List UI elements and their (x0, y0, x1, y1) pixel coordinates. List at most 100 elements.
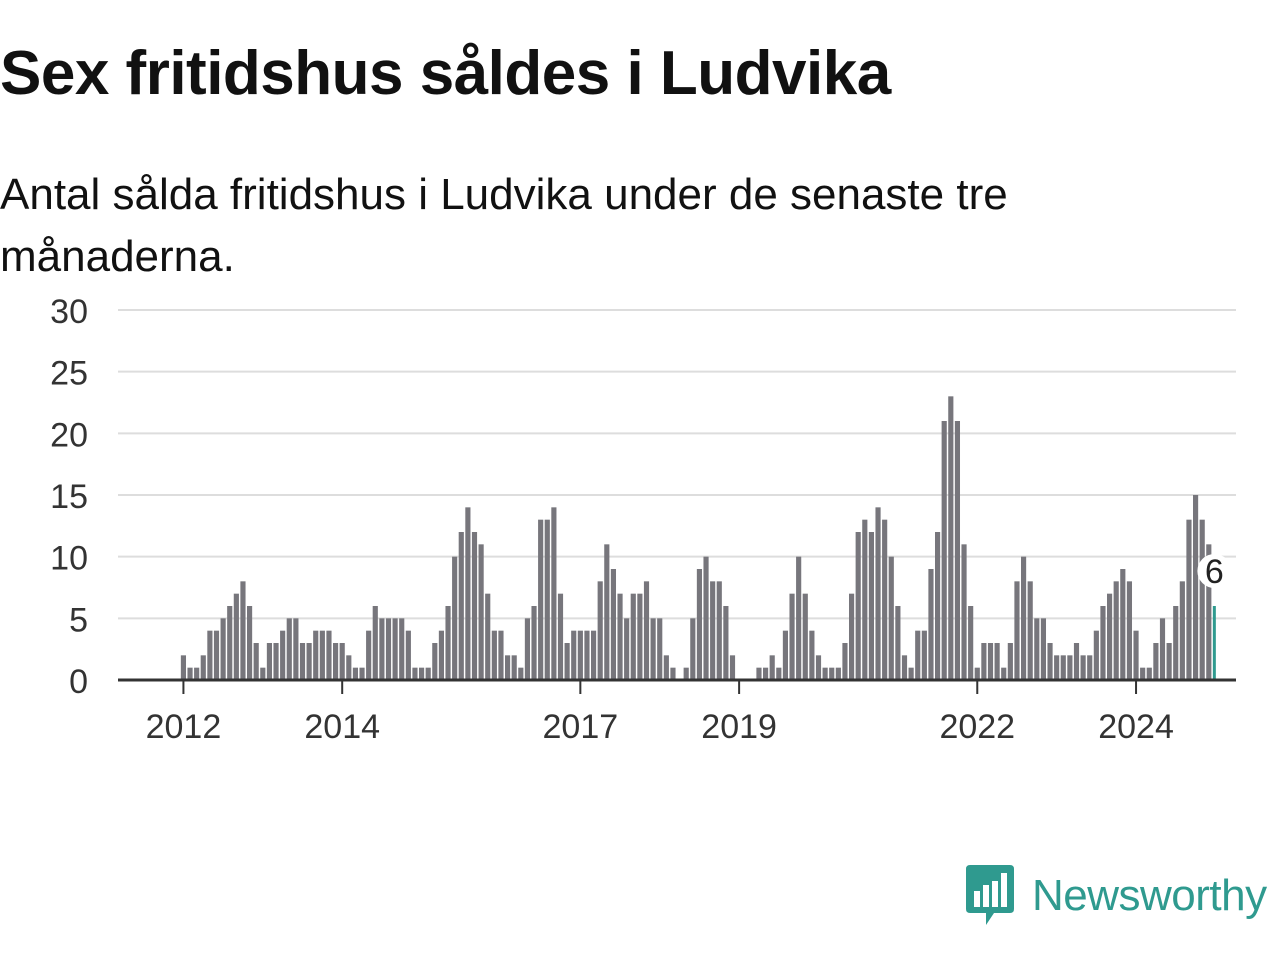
bar (941, 421, 947, 680)
bar (385, 618, 392, 680)
bar (260, 667, 266, 680)
bar (901, 655, 908, 680)
bar (366, 630, 372, 680)
bar (432, 643, 438, 680)
bar (180, 655, 187, 680)
bar (597, 581, 603, 680)
bar (577, 630, 583, 680)
bar (266, 643, 273, 680)
bar (392, 618, 398, 680)
bar (452, 556, 458, 680)
bar (425, 667, 431, 680)
newsworthy-logo-icon (966, 865, 1014, 925)
bar (505, 655, 511, 680)
bar (624, 618, 630, 680)
bar (921, 630, 927, 680)
bar (796, 556, 802, 680)
bar (359, 667, 365, 680)
bar (485, 593, 491, 680)
bar (326, 630, 332, 680)
bar (650, 618, 656, 680)
bar (954, 421, 961, 680)
bar (213, 630, 220, 680)
bar (604, 544, 610, 680)
bar (610, 569, 617, 680)
bar (829, 667, 835, 680)
bar (915, 630, 921, 680)
bar (491, 630, 497, 680)
bar (399, 618, 405, 680)
bar (1153, 643, 1159, 680)
bar (974, 667, 980, 680)
bar (968, 606, 974, 680)
bar (690, 618, 696, 680)
bar (769, 655, 775, 680)
bar (822, 667, 828, 680)
bar (849, 593, 855, 680)
bar (1166, 643, 1172, 680)
bar (1073, 643, 1080, 680)
bar (333, 643, 339, 680)
bar (372, 606, 378, 680)
bar (293, 618, 299, 680)
bar (882, 519, 888, 680)
bar (518, 667, 524, 680)
bar (1047, 643, 1053, 680)
bar (346, 655, 352, 680)
bar (478, 544, 484, 680)
bar (1186, 519, 1192, 680)
bar (405, 630, 411, 680)
bar (445, 606, 451, 680)
bar (875, 507, 881, 680)
y-tick-label: 25 (50, 355, 88, 393)
bar (756, 667, 762, 680)
x-tick-label: 2012 (146, 708, 222, 740)
bar (419, 667, 425, 680)
bar (1120, 569, 1126, 680)
bar (1060, 655, 1066, 680)
bar (471, 532, 478, 680)
y-tick-label: 20 (50, 416, 88, 454)
y-tick-label: 10 (50, 540, 88, 578)
bar (868, 532, 875, 680)
bar (299, 643, 306, 680)
data-label: 6 (1205, 553, 1224, 591)
bar (1133, 630, 1139, 680)
bar (617, 593, 623, 680)
bar (194, 667, 200, 680)
bar (564, 643, 570, 680)
data-label-bg (1197, 554, 1232, 588)
y-tick-label: 5 (69, 601, 88, 639)
bar (888, 556, 894, 680)
bar (319, 630, 325, 680)
bar (207, 630, 213, 680)
bar (1173, 606, 1179, 680)
bar (465, 507, 471, 680)
bar (511, 655, 517, 680)
bar (1193, 495, 1199, 680)
bar (663, 655, 669, 680)
x-tick-label: 2024 (1098, 708, 1174, 740)
bar (961, 544, 967, 680)
bar (286, 618, 292, 680)
bar (862, 519, 868, 680)
bar (994, 643, 1000, 680)
bar (802, 593, 808, 680)
bar (240, 581, 246, 680)
bar (220, 618, 226, 680)
bar (531, 606, 537, 680)
bar (696, 569, 703, 680)
bar (280, 630, 286, 680)
bar (895, 606, 901, 680)
bar (1014, 581, 1020, 680)
highlight-bar (1212, 606, 1216, 680)
bar (200, 655, 206, 680)
bar (981, 643, 987, 680)
bar (643, 581, 650, 680)
bar (1126, 581, 1133, 680)
bar (458, 532, 464, 680)
bar (716, 581, 722, 680)
bar (352, 667, 359, 680)
bar (815, 655, 822, 680)
bar (1206, 544, 1212, 680)
